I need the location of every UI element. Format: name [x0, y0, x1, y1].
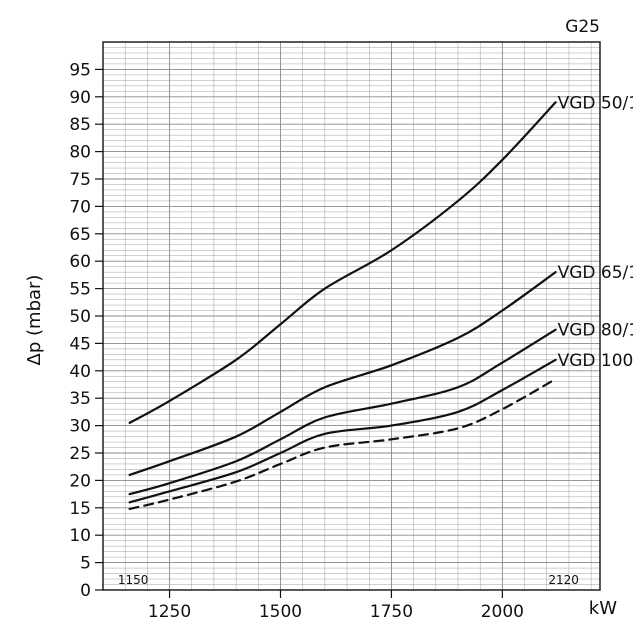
- y-tick-label: 75: [69, 170, 91, 190]
- y-tick-label: 45: [69, 334, 91, 354]
- y-tick-label: 85: [69, 115, 91, 135]
- y-axis-title: Δp (mbar): [24, 275, 45, 366]
- y-tick-label: 55: [69, 280, 91, 300]
- x-tick-label: 1500: [259, 602, 302, 621]
- y-tick-label: 10: [69, 526, 91, 546]
- y-tick-label: 30: [69, 417, 91, 437]
- y-tick-label: 20: [69, 471, 91, 491]
- x-tick-labels: 1250 1500 1750 2000: [148, 602, 524, 621]
- series-line-vgd-65-1: [128, 271, 557, 477]
- series-label: VGD 100/1: [558, 351, 633, 371]
- series-line-vgd-50-1: [128, 101, 557, 424]
- corner-label: G25: [565, 17, 600, 37]
- y-tick-label: 15: [69, 499, 91, 519]
- series-line-vgd-80-1: [128, 328, 557, 496]
- x-tick-label: 1250: [148, 602, 191, 621]
- range-annotation: 2120: [548, 573, 579, 587]
- y-tick-label: 70: [69, 197, 91, 217]
- y-tick-label: 95: [69, 60, 91, 80]
- y-tick-label: 50: [69, 307, 91, 327]
- series-line-dashed: [128, 377, 557, 510]
- axes: [95, 41, 601, 598]
- range-annotations: 1150 2120: [118, 573, 579, 587]
- y-tick-label: 5: [80, 554, 91, 574]
- series-lines: [128, 101, 557, 510]
- y-tick-label: 60: [69, 252, 91, 272]
- y-tick-label: 0: [80, 581, 91, 601]
- series-label: VGD 65/1: [558, 263, 633, 283]
- y-tick-label: 25: [69, 444, 91, 464]
- series-label: VGD 80/1: [558, 321, 633, 341]
- y-tick-label: 40: [69, 362, 91, 382]
- x-tick-label: 1750: [370, 602, 413, 621]
- x-tick-label: 2000: [481, 602, 524, 621]
- y-tick-label: 80: [69, 143, 91, 163]
- y-tick-label: 35: [69, 389, 91, 409]
- grid-major: [103, 41, 600, 591]
- series-line-vgd-100-1: [128, 358, 557, 504]
- range-annotation: 1150: [118, 573, 149, 587]
- series-labels: VGD 50/1 VGD 65/1 VGD 80/1 VGD 100/1: [558, 93, 633, 371]
- series-label: VGD 50/1: [558, 93, 633, 113]
- y-tick-label: 65: [69, 225, 91, 245]
- x-axis-title: kW: [589, 598, 617, 619]
- y-tick-labels: 0 5 10 15 20 25 30 35 40 45 50 55 60 65 70 75 80 85 90 95: [69, 60, 91, 601]
- y-tick-label: 90: [69, 88, 91, 108]
